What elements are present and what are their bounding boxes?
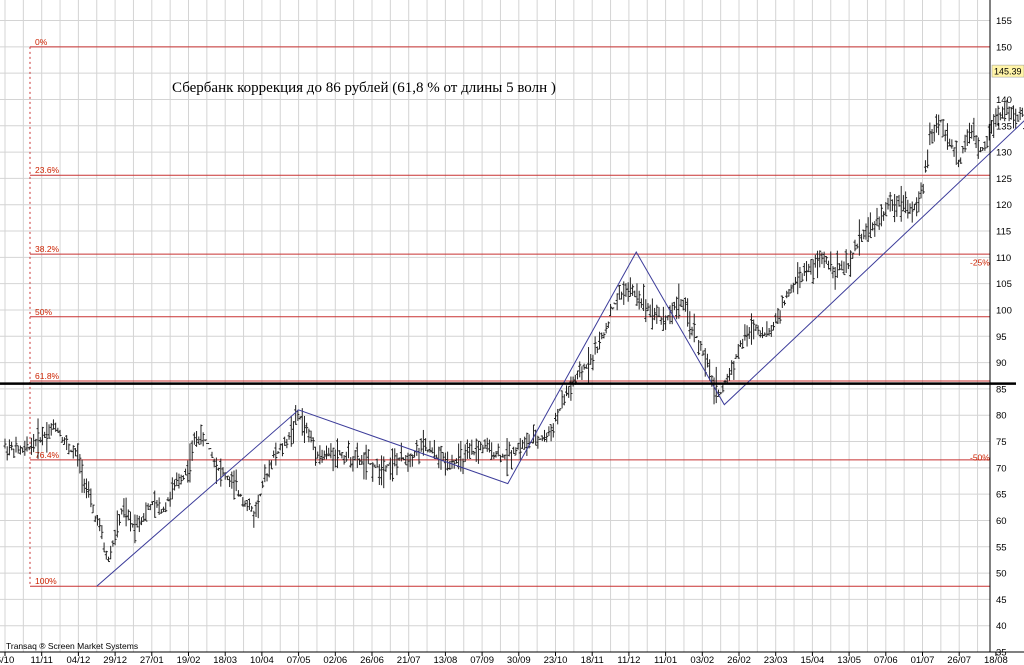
y-tick-label: 80: [996, 411, 1007, 422]
x-tick-label: 21/07: [397, 655, 421, 665]
y-tick-label: 90: [996, 358, 1007, 369]
y-tick-label: 75: [996, 437, 1007, 448]
y-tick-label: 125: [996, 174, 1012, 185]
pct-label: -25%: [970, 258, 990, 268]
y-tick-label: 150: [996, 42, 1012, 53]
fib-level-label: 38.2%: [35, 244, 60, 254]
fib-level-label: 50%: [35, 307, 52, 317]
y-tick-label: 95: [996, 332, 1007, 343]
x-tick-label: 18/03: [213, 655, 237, 665]
x-tick-label: 07/09: [470, 655, 494, 665]
x-tick-label: 03/02: [690, 655, 714, 665]
x-tick-label: 11/01: [654, 655, 677, 665]
last-price-tag: [991, 64, 1024, 78]
x-tick-label: 13/08: [434, 655, 458, 665]
x-tick-label: 18/11: [581, 655, 604, 665]
y-tick-label: 120: [996, 200, 1012, 211]
fib-level-label: 0%: [35, 37, 48, 47]
x-tick-label: 23/10: [544, 655, 568, 665]
x-tick-label: 02/06: [323, 655, 347, 665]
y-tick-label: 45: [996, 595, 1007, 606]
y-tick-label: 65: [996, 490, 1007, 501]
y-tick-label: 100: [996, 305, 1012, 316]
chart-title: Сбербанк коррекция до 86 рублей (61,8 % …: [172, 80, 556, 96]
x-tick-label: 04/12: [67, 655, 91, 665]
x-tick-label: 11/11: [31, 655, 53, 665]
y-tick-label: 135: [996, 121, 1012, 132]
wave-lines: [0, 120, 1024, 587]
x-tick-label: 26/02: [727, 655, 751, 665]
y-tick-label: 115: [996, 227, 1011, 238]
price-series: [3, 99, 1024, 563]
fib-level-label: 100%: [35, 576, 57, 586]
x-tick-label: 30/09: [507, 655, 531, 665]
elliott-wave-line: [96, 120, 1024, 587]
y-tick-label: 105: [996, 279, 1012, 290]
x-tick-label: 11/12: [617, 655, 640, 665]
y-tick-label: 60: [996, 516, 1007, 527]
y-tick-label: 50: [996, 569, 1007, 580]
y-tick-label: 155: [996, 16, 1012, 27]
x-tick-label: 18/08: [984, 655, 1008, 665]
fib-level-label: 23.6%: [35, 165, 60, 175]
x-tick-label: 6/10: [0, 655, 14, 665]
x-tick-label: 26/06: [360, 655, 384, 665]
x-tick-label: 27/01: [140, 655, 164, 665]
x-tick-label: 23/03: [764, 655, 788, 665]
y-tick-label: 40: [996, 621, 1007, 632]
pct-label: -50%: [970, 452, 990, 462]
fib-level-label: 76.4%: [35, 450, 60, 460]
x-tick-label: 19/02: [177, 655, 201, 665]
y-tick-label: 110: [996, 253, 1011, 264]
x-tick-label: 29/12: [103, 655, 127, 665]
x-tick-label: 07/06: [874, 655, 898, 665]
x-tick-label: 15/04: [801, 655, 825, 665]
grid: [0, 0, 990, 653]
y-tick-label: 85: [996, 384, 1007, 395]
x-tick-label: 01/07: [911, 655, 935, 665]
y-tick-label: 55: [996, 542, 1007, 553]
y-tick-label: 70: [996, 463, 1007, 474]
x-tick-label: 10/04: [250, 655, 274, 665]
y-tick-label: 130: [996, 148, 1012, 159]
x-tick-label: 07/05: [287, 655, 311, 665]
x-tick-label: 13/05: [837, 655, 861, 665]
footer-credit: Transaq ® Screen Market Systems: [6, 641, 138, 651]
y-tick-label: 140: [996, 95, 1012, 106]
y-tick-label: 35: [996, 648, 1007, 659]
x-tick-label: 26/07: [947, 655, 971, 665]
last-price-label: 145.39: [994, 67, 1022, 77]
fib-level-label: 61.8%: [35, 371, 60, 381]
